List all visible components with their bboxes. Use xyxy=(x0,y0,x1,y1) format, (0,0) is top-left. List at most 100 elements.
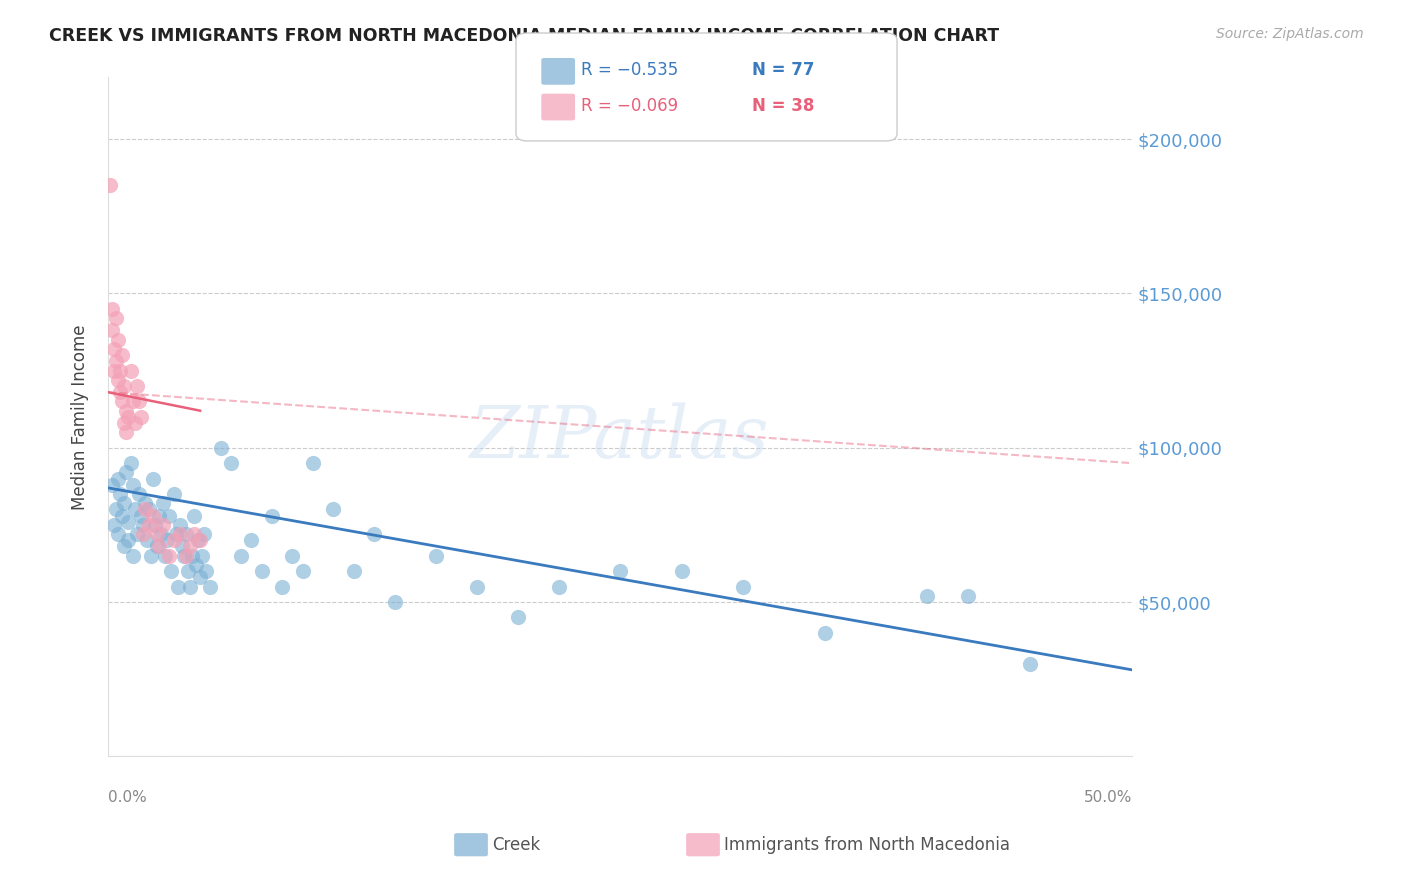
Point xyxy=(117,409,139,424)
Point xyxy=(107,373,129,387)
Point xyxy=(162,533,184,548)
Point xyxy=(146,527,169,541)
Point xyxy=(184,558,207,572)
Point xyxy=(105,311,128,326)
Point xyxy=(609,564,631,578)
Point xyxy=(271,580,294,594)
Point xyxy=(124,502,146,516)
Point xyxy=(103,342,125,356)
Text: N = 38: N = 38 xyxy=(752,97,814,115)
Point xyxy=(152,496,174,510)
Point xyxy=(1018,657,1040,671)
Point xyxy=(121,549,143,563)
Text: R = −0.069: R = −0.069 xyxy=(581,97,678,115)
Point xyxy=(195,564,218,578)
Text: CREEK VS IMMIGRANTS FROM NORTH MACEDONIA MEDIAN FAMILY INCOME CORRELATION CHART: CREEK VS IMMIGRANTS FROM NORTH MACEDONIA… xyxy=(49,27,1000,45)
Point xyxy=(165,527,187,541)
Point xyxy=(101,301,124,316)
Point xyxy=(138,502,160,516)
Point xyxy=(110,487,132,501)
Point xyxy=(731,580,754,594)
Point xyxy=(191,549,214,563)
Point xyxy=(302,456,325,470)
Point xyxy=(166,580,188,594)
Point xyxy=(957,589,980,603)
Point xyxy=(101,477,124,491)
Text: Source: ZipAtlas.com: Source: ZipAtlas.com xyxy=(1216,27,1364,41)
Point xyxy=(115,425,138,440)
Point xyxy=(169,517,191,532)
Point xyxy=(135,533,157,548)
Point xyxy=(425,549,447,563)
Point xyxy=(814,625,837,640)
Point xyxy=(107,472,129,486)
Point xyxy=(115,466,138,480)
Point xyxy=(159,549,181,563)
Point xyxy=(160,564,183,578)
Point xyxy=(112,416,135,430)
Point xyxy=(115,403,138,417)
Point xyxy=(155,549,177,563)
Point xyxy=(128,394,150,409)
Point xyxy=(125,527,148,541)
Point xyxy=(107,527,129,541)
Point xyxy=(162,487,184,501)
Point xyxy=(105,354,128,368)
Point xyxy=(103,363,125,377)
Point xyxy=(181,549,204,563)
Point xyxy=(188,570,211,584)
Point xyxy=(174,527,197,541)
Point xyxy=(98,178,121,193)
Text: N = 77: N = 77 xyxy=(752,62,814,79)
Point xyxy=(112,496,135,510)
Point xyxy=(200,580,222,594)
Point xyxy=(128,487,150,501)
Point xyxy=(110,385,132,400)
Point xyxy=(193,527,215,541)
Point xyxy=(187,533,209,548)
Point xyxy=(363,527,385,541)
Text: ZIPatlas: ZIPatlas xyxy=(471,402,770,473)
Point xyxy=(143,517,166,532)
Point xyxy=(138,517,160,532)
Point xyxy=(174,549,197,563)
Point xyxy=(103,517,125,532)
Point xyxy=(231,549,253,563)
Point xyxy=(146,540,169,554)
Point xyxy=(343,564,366,578)
Point xyxy=(152,517,174,532)
Point xyxy=(917,589,939,603)
Point xyxy=(134,496,156,510)
Point xyxy=(322,502,344,516)
Point xyxy=(132,527,155,541)
Point xyxy=(117,515,139,529)
Text: 50.0%: 50.0% xyxy=(1084,790,1132,805)
Point xyxy=(169,527,191,541)
Point xyxy=(506,610,529,624)
Point xyxy=(250,564,273,578)
Point xyxy=(150,527,173,541)
Point xyxy=(156,533,179,548)
Point xyxy=(112,540,135,554)
Point xyxy=(129,508,152,523)
Text: Immigrants from North Macedonia: Immigrants from North Macedonia xyxy=(724,836,1010,854)
Point xyxy=(179,580,201,594)
Point xyxy=(547,580,569,594)
Point xyxy=(148,508,170,523)
Point xyxy=(120,456,142,470)
Point xyxy=(281,549,304,563)
Point xyxy=(132,517,155,532)
Point xyxy=(110,363,132,377)
Point xyxy=(117,533,139,548)
Point xyxy=(170,540,193,554)
Y-axis label: Median Family Income: Median Family Income xyxy=(72,324,89,509)
Point xyxy=(121,394,143,409)
Point xyxy=(384,595,406,609)
Point xyxy=(111,348,134,362)
Point xyxy=(111,394,134,409)
Point xyxy=(121,477,143,491)
Point xyxy=(260,508,283,523)
Text: 0.0%: 0.0% xyxy=(108,790,146,805)
Point xyxy=(177,564,200,578)
Point xyxy=(219,456,242,470)
